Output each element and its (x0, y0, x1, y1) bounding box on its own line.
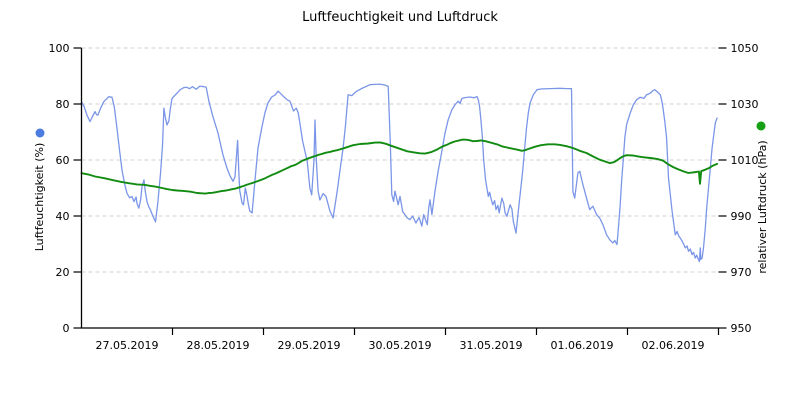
humidity-legend-dot (35, 128, 45, 138)
x-axis-date-label: 30.05.2019 (369, 339, 432, 352)
right-axis-title: relativer Luftdruck (hPa) (756, 140, 769, 273)
x-axis-date-label: 02.06.2019 (642, 339, 705, 352)
left-axis-tick-label: 0 (63, 322, 70, 335)
pressure-line (80, 138, 719, 195)
right-axis-tick-label: 950 (731, 322, 752, 335)
x-axis-date-label: 29.05.2019 (278, 339, 341, 352)
right-axis-tick-label: 1030 (731, 98, 759, 111)
left-axis-tick-label: 20 (56, 266, 70, 279)
left-axis-tick-label: 80 (56, 98, 70, 111)
x-axis-date-label: 31.05.2019 (460, 339, 523, 352)
left-axis-tick-label: 40 (56, 210, 70, 223)
x-axis-date-label: 27.05.2019 (96, 339, 159, 352)
x-axis-date-label: 28.05.2019 (187, 339, 250, 352)
x-axis-date-label: 01.06.2019 (551, 339, 614, 352)
right-axis-tick-label: 970 (731, 266, 752, 279)
pressure-legend-dot (756, 121, 766, 131)
left-axis-title: Luftfeuchtigkeit (%) (33, 143, 46, 252)
humidity-line (80, 83, 718, 263)
right-axis-tick-label: 1010 (731, 154, 759, 167)
chart-title: Luftfeuchtigkeit und Luftdruck (302, 10, 498, 25)
right-axis-tick-label: 990 (731, 210, 752, 223)
right-axis-tick-label: 1050 (731, 42, 759, 55)
left-axis-tick-label: 60 (56, 154, 70, 167)
left-axis-tick-label: 100 (49, 42, 70, 55)
